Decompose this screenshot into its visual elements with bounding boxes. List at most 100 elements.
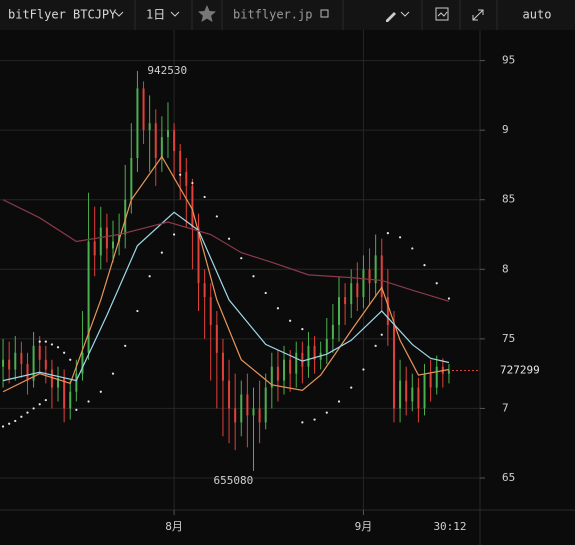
sar-dot [172,233,176,236]
toolbar: bitFlyer BTCJPY 1日 bitflyer.jp auto [0,0,575,30]
star-icon[interactable] [198,5,216,22]
chart-type-icon[interactable] [435,7,449,21]
candle-body [203,283,206,298]
candle-body [124,199,127,235]
external-icon [320,9,329,18]
toolbar-bg [0,0,575,30]
candle-body [191,185,194,228]
candle-body [93,241,96,256]
countdown: 30:12 [433,520,466,533]
candle-body [148,123,151,131]
candle-body [283,359,286,381]
chart-type-glyph [437,11,448,17]
sar-dot [264,291,267,295]
candle-body [228,380,231,409]
candle-body [166,130,169,138]
candle-body [81,352,84,374]
last-price-label: 727299 [500,363,540,376]
candle-body [99,227,102,256]
sar-dot [380,333,383,336]
sar-dot [289,319,292,322]
candle-body [173,130,176,152]
candle-body [130,158,133,200]
candle-body [356,283,359,298]
sar-dot [252,275,255,278]
candle-body [57,377,60,388]
candle-body [447,370,450,374]
sar-dot [20,415,23,418]
sar-dot [26,411,29,414]
x-tick-label: 8月 [165,520,183,533]
low-label: 655080 [213,474,253,487]
candle-body [197,227,200,284]
scale-mode[interactable]: auto [523,8,552,22]
interval[interactable]: 1日 [146,8,165,22]
y-tick-label: 9 [502,123,509,136]
site-link[interactable]: bitflyer.jp [233,8,312,22]
sar-dot [44,398,47,402]
sar-dot [50,343,54,346]
candle-body [429,373,432,388]
candle-body [313,345,316,360]
sar-dot [44,340,47,343]
candle-body [368,269,371,284]
candle-body [307,345,310,367]
candle-body [215,324,218,353]
candle-body [154,123,157,158]
sar-dot [227,237,231,240]
candle-body [338,297,340,325]
sar-dot [124,344,127,347]
candle-body [423,373,426,409]
candle-body [50,369,53,388]
candle-body [142,88,145,131]
sar-dot [386,232,389,235]
high-label: 942530 [147,64,187,77]
sar-dot [411,247,414,250]
sar-dot [435,282,438,285]
candle-body [252,408,255,416]
sar-dot [374,344,377,347]
sar-dot [325,411,328,414]
sar-dot [14,419,17,423]
candle-body [344,297,347,305]
sar-dot [8,422,11,425]
fullscreen-icon[interactable] [472,9,484,21]
candle-body [264,387,267,423]
sar-dot [447,297,451,300]
candle-body [87,241,90,353]
candle-body [289,359,292,374]
candle-body [301,352,304,367]
sar-dot [38,340,41,343]
sar-dot [148,275,151,278]
sar-dot [69,358,72,361]
candle-body [276,366,279,381]
sar-dot [301,328,304,331]
candle-body [374,255,377,284]
y-tick-label: 8 [502,262,509,275]
candle-body [380,255,383,298]
pencil-icon[interactable] [386,12,396,22]
candle-body [295,352,298,374]
candle-body [392,324,395,409]
candle-body [75,373,78,392]
sar-dot [1,425,5,428]
sar-dot [87,400,90,403]
y-tick-label: 75 [502,332,515,345]
candle-body [14,352,17,370]
chevron [400,11,410,17]
candle-body [105,227,108,249]
candle-body [38,345,41,360]
sar-dot [191,181,194,185]
sar-dot [240,257,243,260]
candle-body [221,352,224,381]
sar-dot [301,421,304,424]
candle-body [112,241,114,249]
y-tick-label: 7 [502,401,509,414]
symbol[interactable]: bitFlyer BTCJPY [8,8,117,22]
x-tick-label: 9月 [355,520,373,533]
candle-body [8,359,11,370]
chevron [114,11,124,17]
candle-body [411,387,414,402]
